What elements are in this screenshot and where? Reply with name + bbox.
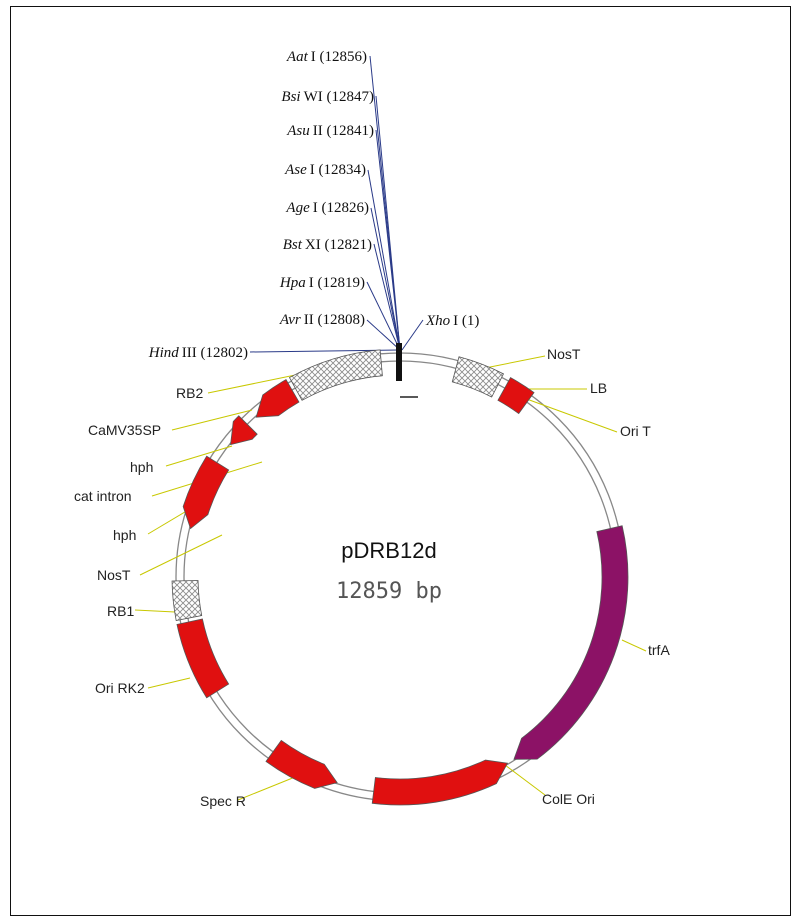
label-cat-intron: cat intron <box>74 488 132 504</box>
label-rb2: RB2 <box>176 385 203 401</box>
origin-marker <box>396 343 402 381</box>
label-camv35sp: CaMV35SP <box>88 422 161 438</box>
leader-camv35sp <box>171 409 253 431</box>
label-nost-left: NosT <box>97 567 131 583</box>
leader-nost-left <box>139 534 223 576</box>
label-rb1: RB1 <box>107 603 134 619</box>
label-trfa: trfA <box>648 642 670 658</box>
label-hph-lower: hph <box>113 527 136 543</box>
segment-hph-lower <box>182 455 230 530</box>
leader-ori-rk2 <box>147 677 191 689</box>
site-leader-xho <box>401 319 424 351</box>
site-ase-i: Ase I (12834) <box>284 162 366 178</box>
label-lb: LB <box>590 380 607 396</box>
site-asu-ii: Asu II (12841) <box>286 123 374 139</box>
site-xho-i: Xho I (1) <box>425 313 479 329</box>
diagram-frame <box>10 6 791 916</box>
leader-hph-upper <box>165 445 233 467</box>
leader-rb1 <box>134 609 176 613</box>
site-leader-7 <box>366 319 401 351</box>
segment-cole-ori <box>371 759 509 806</box>
site-leader-1 <box>375 95 401 351</box>
leader-trfa <box>621 639 647 652</box>
site-hind-iii: Hind III (12802) <box>148 345 248 361</box>
plasmid-name: pDRB12d <box>341 538 436 563</box>
site-leader-5 <box>373 243 401 351</box>
label-spec-r: Spec R <box>200 793 246 809</box>
label-ori-t: Ori T <box>620 423 651 439</box>
segment-camv35sp <box>230 415 258 446</box>
label-cole-ori: ColE Ori <box>542 791 595 807</box>
segment-rb2 <box>288 349 383 401</box>
segment-rb1 <box>171 580 203 621</box>
label-hph-upper: hph <box>130 459 153 475</box>
segment-hph-upper <box>255 378 300 418</box>
label-nost-right: NosT <box>547 346 581 362</box>
plasmid-size: 12859 bp <box>336 579 442 604</box>
label-ori-rk2: Ori RK2 <box>95 680 145 696</box>
segment-ori-rk2 <box>176 618 230 699</box>
site-leader-2 <box>375 129 401 351</box>
segment-nost-right <box>451 356 505 398</box>
site-hpa-i: Hpa I (12819) <box>279 275 365 291</box>
site-leader-6 <box>366 281 401 351</box>
site-aat-i: Aat I (12856) <box>286 49 367 65</box>
segment-trfa <box>513 525 629 760</box>
segment-spec-r <box>265 739 338 789</box>
segment-lb <box>497 377 535 415</box>
site-bst-xi: Bst XI (12821) <box>283 237 372 253</box>
site-avr-ii: Avr II (12808) <box>279 312 365 328</box>
leader-spec-r <box>237 774 301 801</box>
site-leader-4 <box>370 207 401 351</box>
site-bsi-wi: Bsi WI (12847) <box>281 89 374 105</box>
site-age-i: Age I (12826) <box>285 200 369 216</box>
leader-cole-ori <box>504 764 546 796</box>
site-leader-3 <box>367 169 401 351</box>
leader-ori-t <box>512 393 618 433</box>
